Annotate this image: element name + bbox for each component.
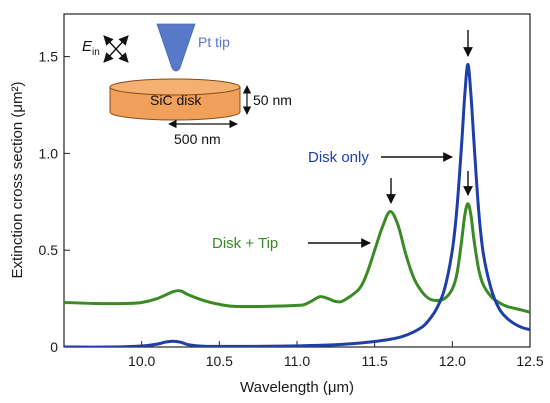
pt-tip-icon bbox=[156, 23, 196, 72]
x-tick-label: 11.0 bbox=[284, 353, 310, 369]
diameter-label: 500 nm bbox=[174, 131, 221, 147]
x-axis-label: Wavelength (μm) bbox=[240, 379, 354, 396]
y-tick-label: 1.5 bbox=[39, 49, 59, 65]
e-field-arrow-b bbox=[103, 35, 129, 63]
y-tick-label: 0.5 bbox=[39, 242, 59, 258]
sic-disk-label: SiC disk bbox=[150, 92, 202, 108]
x-tick-label: 10.0 bbox=[128, 353, 155, 369]
annotation-disk-tip: Disk + Tip bbox=[212, 235, 278, 252]
axis-ticks: 10.0 10.5 11.0 11.5 12.0 12.5 0 0.5 1.0 1.5 bbox=[39, 49, 544, 369]
inset-schematic: Ein Pt tip SiC disk 50 nm 500 nm bbox=[82, 23, 292, 147]
y-tick-label: 0 bbox=[50, 339, 58, 355]
series-layer bbox=[64, 62, 530, 347]
e-field-label: Ein bbox=[82, 38, 100, 58]
y-axis-label: Extinction cross section (μm²) bbox=[9, 81, 26, 278]
y-tick-label: 1.0 bbox=[39, 145, 59, 161]
x-tick-label: 10.5 bbox=[206, 353, 233, 369]
series-disk-only-line bbox=[64, 62, 530, 347]
x-tick-label: 12.5 bbox=[516, 353, 543, 369]
x-tick-label: 12.0 bbox=[439, 353, 466, 369]
annotation-disk-only: Disk only bbox=[308, 149, 369, 166]
height-label: 50 nm bbox=[253, 92, 292, 108]
pt-tip-label: Pt tip bbox=[198, 34, 230, 50]
series-disk-tip-line bbox=[64, 202, 530, 314]
x-tick-label: 11.5 bbox=[362, 353, 388, 369]
